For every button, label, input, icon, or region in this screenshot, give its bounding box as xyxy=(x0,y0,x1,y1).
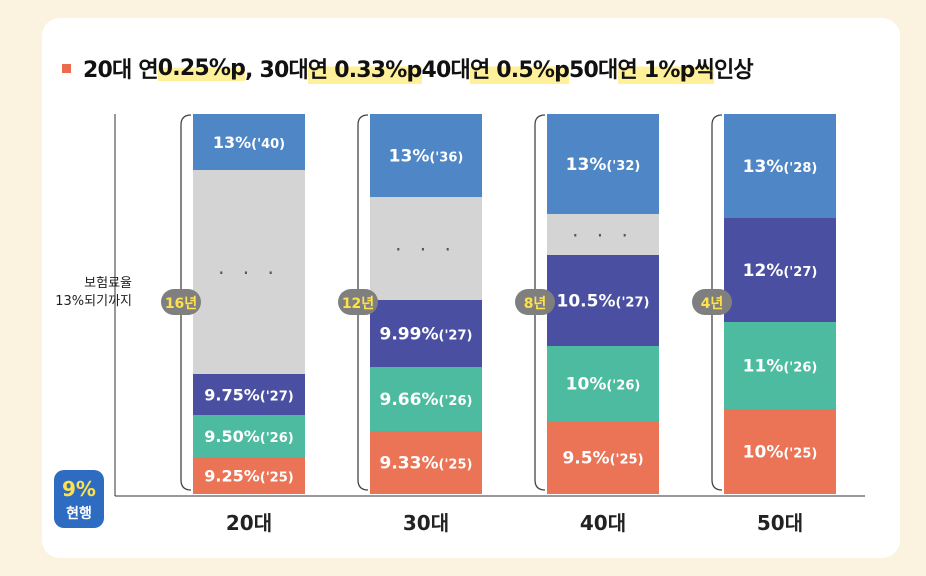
years-badge xyxy=(161,289,201,315)
data-label: 13%('28) xyxy=(743,157,818,177)
rate-value: 9.75% xyxy=(204,386,260,405)
bar-segment xyxy=(193,374,305,415)
bar-segment xyxy=(370,114,482,197)
rate-value: 10% xyxy=(743,443,784,463)
years-badge xyxy=(692,289,732,315)
bar-segment xyxy=(547,255,659,346)
current-rate-value: 9% xyxy=(62,477,96,501)
bar-segment xyxy=(370,367,482,431)
data-label: 9.33%('25) xyxy=(380,454,473,474)
bar-segment xyxy=(193,415,305,457)
current-rate-label: 현행 xyxy=(66,506,92,522)
rate-value: 9.66% xyxy=(380,390,439,410)
years-badge xyxy=(515,289,555,315)
rate-value: 11% xyxy=(743,357,784,377)
title-part: , 30대 xyxy=(245,58,309,83)
year-value: ('25) xyxy=(610,453,644,468)
rate-value: 13% xyxy=(213,133,251,152)
category-label: 50대 xyxy=(757,511,803,535)
bar-segment xyxy=(370,431,482,494)
y-axis-label: 13%되기까지 xyxy=(55,294,132,309)
bar-segment xyxy=(193,170,305,374)
title-part: 40대 xyxy=(421,58,471,83)
data-label: 10.5%('27) xyxy=(557,292,650,312)
data-label: 13%('32) xyxy=(566,155,641,175)
title-highlight: 연 1%p씩 xyxy=(617,52,715,84)
rate-value: 9.50% xyxy=(204,427,260,446)
ellipsis-label: . . . xyxy=(218,255,280,279)
data-label: 13%('40) xyxy=(213,133,285,152)
title-highlight: 연 0.33%p xyxy=(307,52,422,84)
year-value: ('27) xyxy=(783,265,817,280)
ellipsis-label: . . . xyxy=(572,218,634,242)
data-label: 9.5%('25) xyxy=(562,449,643,469)
year-value: ('26) xyxy=(606,379,640,394)
data-label: 10%('25) xyxy=(743,443,818,463)
bar-segment xyxy=(724,218,836,322)
year-value: ('26) xyxy=(260,431,294,446)
year-value: ('25) xyxy=(439,458,473,473)
bar-segment xyxy=(193,114,305,170)
rate-value: 10.5% xyxy=(557,292,616,312)
rate-value: 9.25% xyxy=(204,467,260,486)
years-badge-label: 4년 xyxy=(701,296,724,312)
years-badge-label: 16년 xyxy=(165,296,197,312)
year-value: ('27) xyxy=(616,296,650,311)
rate-value: 10% xyxy=(566,375,607,395)
year-value: ('25) xyxy=(260,471,294,486)
title-highlight: 0.25%p xyxy=(157,55,246,81)
year-value: ('26) xyxy=(439,394,473,409)
title-bullet-icon xyxy=(62,63,71,73)
year-value: ('26) xyxy=(783,361,817,376)
rate-value: 13% xyxy=(566,155,607,175)
y-axis-label: 보험료율 xyxy=(84,276,132,291)
data-label: 9.66%('26) xyxy=(380,390,473,410)
data-label: 9.50%('26) xyxy=(204,427,293,446)
data-label: 10%('26) xyxy=(566,375,641,395)
bar-segment xyxy=(724,409,836,494)
year-value: ('27) xyxy=(439,329,473,344)
category-label: 30대 xyxy=(403,511,449,535)
current-rate-badge xyxy=(54,470,104,528)
title-part: 인상 xyxy=(713,58,754,83)
data-label: 11%('26) xyxy=(743,357,818,377)
bar-segment xyxy=(547,421,659,494)
year-value: ('40) xyxy=(251,137,285,152)
year-value: ('28) xyxy=(783,161,817,176)
years-badge xyxy=(338,289,378,315)
bar-segment xyxy=(547,114,659,214)
rate-value: 12% xyxy=(743,261,784,281)
year-value: ('27) xyxy=(260,390,294,405)
rate-value: 13% xyxy=(389,147,430,167)
title-highlight: 연 0.5%p xyxy=(469,52,570,84)
bar-segment xyxy=(193,457,305,494)
bar-segment xyxy=(547,346,659,421)
rate-value: 9.33% xyxy=(380,454,439,474)
title-part: 20대 연 xyxy=(83,58,159,83)
year-value: ('32) xyxy=(606,159,640,174)
year-value: ('25) xyxy=(783,447,817,462)
data-label: 9.75%('27) xyxy=(204,386,293,405)
rate-value: 9.99% xyxy=(380,325,439,345)
title-part: 50대 xyxy=(569,58,618,83)
bar-segment xyxy=(370,300,482,367)
rate-value: 9.5% xyxy=(562,449,609,469)
bar-segment xyxy=(724,114,836,218)
rate-value: 13% xyxy=(743,157,784,177)
data-label: 12%('27) xyxy=(743,261,818,281)
year-value: ('36) xyxy=(429,151,463,166)
bar-segment xyxy=(370,197,482,300)
years-badge-label: 12년 xyxy=(342,296,374,312)
chart-title: 20대 연 0.25%p, 30대 연 0.33%p 40대 연 0.5%p 5… xyxy=(62,51,754,85)
years-badge-label: 8년 xyxy=(524,296,547,312)
data-label: 9.25%('25) xyxy=(204,467,293,486)
ellipsis-label: . . . xyxy=(395,232,457,256)
data-label: 13%('36) xyxy=(389,147,464,167)
category-label: 40대 xyxy=(580,511,626,535)
bar-segment xyxy=(724,322,836,409)
category-label: 20대 xyxy=(226,511,272,535)
bar-segment xyxy=(547,214,659,255)
data-label: 9.99%('27) xyxy=(380,325,473,345)
